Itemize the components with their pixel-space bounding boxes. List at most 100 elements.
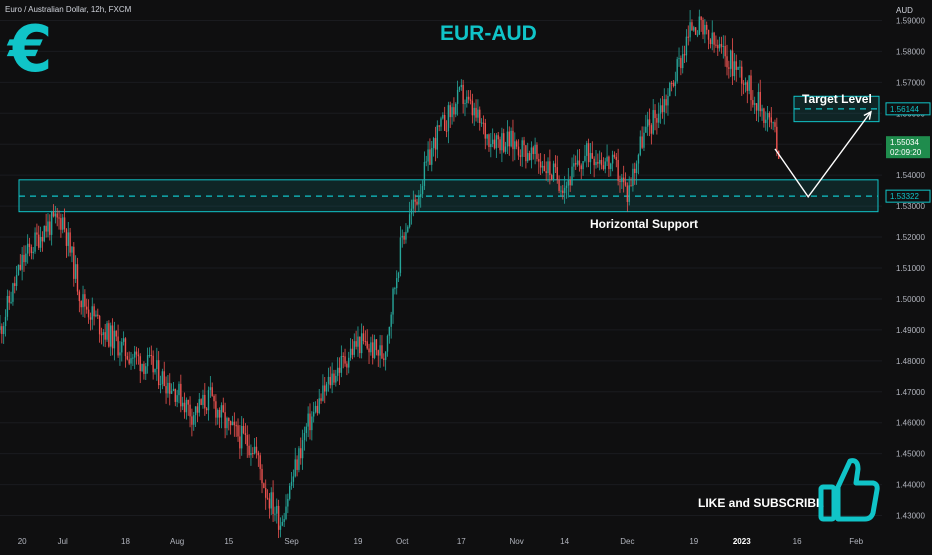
- candle-body: [12, 283, 14, 302]
- candle-body: [632, 168, 634, 187]
- candle-body: [772, 122, 774, 124]
- candle-body: [351, 348, 354, 355]
- candle-body: [146, 355, 149, 367]
- x-tick-label: 19: [354, 537, 363, 546]
- candle-body: [560, 190, 562, 192]
- candle-body: [429, 149, 431, 165]
- target-level-price-tag: [885, 102, 931, 116]
- candle-body: [331, 373, 333, 386]
- candle-body: [261, 468, 263, 484]
- y-axis-unit: AUD: [896, 6, 913, 15]
- candle-body: [626, 185, 629, 202]
- candle-body: [111, 325, 114, 349]
- candle-body: [724, 45, 726, 57]
- candle-body: [91, 306, 93, 320]
- x-tick-label: Jul: [58, 537, 68, 546]
- candle-body: [327, 376, 330, 384]
- x-axis: 20 Jul 18 Aug 15 Sep 19 Oct 17 Nov 14 Dec 19 2023 16 Fe…: [18, 537, 864, 546]
- x-tick-label: Aug: [170, 537, 184, 546]
- y-tick-label: 1.59000: [896, 16, 925, 25]
- candle-body: [47, 221, 49, 232]
- candle-body: [108, 323, 110, 347]
- like-subscribe-text: LIKE and SUBSCRIBE: [698, 496, 825, 510]
- x-tick-label: 17: [457, 537, 466, 546]
- candle-body: [729, 50, 732, 69]
- candle-body: [283, 519, 285, 522]
- candle-body: [2, 326, 5, 335]
- candle-body: [65, 229, 68, 246]
- candle-body: [628, 185, 630, 202]
- candle-body: [598, 159, 601, 164]
- target-level-price-value: 1.56144: [890, 105, 919, 114]
- y-tick-label: 1.57000: [896, 78, 925, 87]
- candle-body: [143, 363, 145, 374]
- candle-body: [276, 505, 278, 514]
- candle-body: [316, 405, 319, 414]
- candle-body: [366, 341, 368, 349]
- candle-body: [93, 306, 95, 317]
- candle-body: [501, 133, 503, 151]
- candle-body: [348, 357, 350, 368]
- candle-body: [742, 83, 745, 85]
- candle-body: [213, 395, 215, 402]
- candle-body: [706, 24, 708, 30]
- candle-body: [259, 455, 261, 469]
- candle-body: [336, 367, 339, 376]
- euro-currency-logo: €: [8, 13, 53, 87]
- candle-body: [462, 84, 464, 104]
- candle-body: [630, 185, 632, 187]
- candle-body: [713, 32, 715, 45]
- candle-body: [50, 211, 53, 235]
- candle-body: [418, 196, 420, 205]
- candle-body: [320, 398, 322, 401]
- candle-body: [753, 103, 756, 105]
- candle-body: [265, 488, 267, 498]
- candle-body: [23, 254, 25, 263]
- candle-body: [711, 32, 713, 45]
- candle-body: [279, 525, 282, 530]
- candle-body: [709, 39, 712, 45]
- candle-body: [538, 159, 540, 162]
- y-tick-label: 1.44000: [896, 481, 925, 490]
- candle-body: [204, 394, 206, 409]
- candle-body: [58, 217, 60, 219]
- projection-path: [774, 110, 872, 199]
- candle-body: [207, 390, 210, 411]
- candle-body: [392, 288, 394, 315]
- candle-body: [215, 401, 217, 418]
- candle-body: [322, 385, 324, 401]
- candle-body: [277, 505, 280, 530]
- symbol-header: Euro / Australian Dollar, 12h, FXCM: [5, 5, 132, 14]
- candle-body: [39, 236, 42, 248]
- candle-body: [698, 16, 701, 35]
- y-tick-label: 1.47000: [896, 388, 925, 397]
- candle-body: [412, 199, 415, 209]
- candle-body: [707, 29, 710, 40]
- candle-body: [543, 165, 546, 172]
- candle-body: [78, 291, 81, 302]
- candle-body: [220, 405, 223, 418]
- candle-body: [440, 118, 442, 127]
- candle-body: [718, 44, 721, 49]
- candle-body: [233, 421, 236, 426]
- candle-body: [183, 402, 186, 413]
- candle-body: [622, 177, 625, 183]
- candle-body: [665, 99, 667, 106]
- candle-body: [499, 139, 501, 151]
- candle-body: [504, 146, 507, 152]
- candle-body: [578, 160, 581, 166]
- candle-body: [556, 167, 558, 180]
- candle-body: [597, 161, 599, 164]
- candle-body: [576, 160, 579, 165]
- candle-body: [191, 416, 193, 425]
- candle-body: [650, 125, 653, 134]
- candle-body: [621, 177, 623, 182]
- candle-body: [224, 412, 226, 429]
- candle-body: [19, 264, 21, 270]
- candle-body: [241, 425, 243, 449]
- candle-body: [752, 100, 754, 105]
- candle-body: [551, 175, 553, 180]
- candle-body: [309, 413, 311, 431]
